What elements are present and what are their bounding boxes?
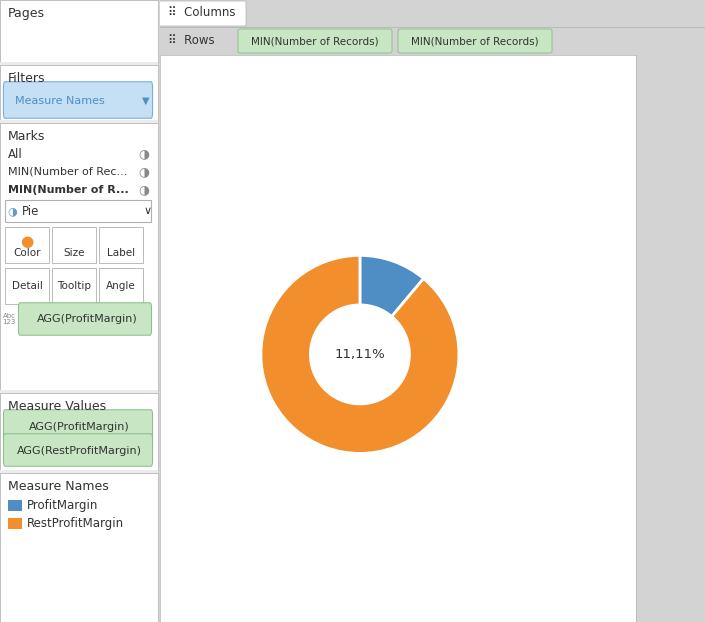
Bar xyxy=(52,227,96,263)
Text: ◑: ◑ xyxy=(139,165,149,179)
Text: AGG(RestProfitMargin): AGG(RestProfitMargin) xyxy=(16,446,142,456)
Text: Measure Names: Measure Names xyxy=(15,96,105,106)
Bar xyxy=(5,227,49,263)
Text: Measure Names: Measure Names xyxy=(8,480,109,493)
Text: Color: Color xyxy=(13,248,41,258)
Bar xyxy=(0,390,158,393)
Text: MIN(Number of Records): MIN(Number of Records) xyxy=(411,36,539,46)
Text: ●: ● xyxy=(20,233,34,249)
Text: Pie: Pie xyxy=(22,205,39,218)
FancyBboxPatch shape xyxy=(4,81,152,118)
Text: ⠿  Columns: ⠿ Columns xyxy=(168,6,235,19)
FancyBboxPatch shape xyxy=(398,29,552,53)
Text: ProfitMargin: ProfitMargin xyxy=(27,499,99,513)
Text: AGG(ProfitMargin): AGG(ProfitMargin) xyxy=(37,314,137,324)
Bar xyxy=(0,470,158,473)
Bar xyxy=(99,268,143,304)
Text: ∨: ∨ xyxy=(144,206,152,216)
Bar xyxy=(0,0,158,62)
Bar xyxy=(0,120,158,123)
Bar xyxy=(0,62,158,65)
Text: MIN(Number of Records): MIN(Number of Records) xyxy=(251,36,379,46)
Bar xyxy=(0,123,158,390)
Bar xyxy=(52,268,96,304)
Text: 11,11%: 11,11% xyxy=(335,348,386,361)
Bar xyxy=(8,518,22,529)
Text: Marks: Marks xyxy=(8,129,45,142)
Text: Measure Values: Measure Values xyxy=(8,399,106,412)
Bar xyxy=(99,227,143,263)
FancyBboxPatch shape xyxy=(18,303,152,335)
Text: Tooltip: Tooltip xyxy=(57,281,91,291)
FancyBboxPatch shape xyxy=(159,1,246,26)
Text: Pages: Pages xyxy=(8,7,45,21)
Text: Abc
123: Abc 123 xyxy=(2,312,16,325)
Bar xyxy=(0,473,158,622)
FancyBboxPatch shape xyxy=(4,410,152,442)
Text: ▼: ▼ xyxy=(142,96,149,106)
Text: ◑: ◑ xyxy=(139,183,149,197)
Text: AGG(ProfitMargin): AGG(ProfitMargin) xyxy=(29,422,130,432)
Text: All: All xyxy=(8,147,23,160)
Text: Label: Label xyxy=(107,248,135,258)
Text: ⠿  Rows: ⠿ Rows xyxy=(168,34,214,47)
Text: Angle: Angle xyxy=(106,281,136,291)
Text: RestProfitMargin: RestProfitMargin xyxy=(27,518,124,531)
Bar xyxy=(5,200,151,222)
FancyBboxPatch shape xyxy=(4,434,152,466)
Text: Detail: Detail xyxy=(11,281,42,291)
Bar xyxy=(0,65,158,120)
Text: ◑: ◑ xyxy=(139,147,149,160)
Text: Filters: Filters xyxy=(8,72,46,85)
Bar xyxy=(5,268,49,304)
Bar xyxy=(0,393,158,470)
Wedge shape xyxy=(261,256,459,453)
Wedge shape xyxy=(360,256,424,317)
FancyBboxPatch shape xyxy=(238,29,392,53)
Bar xyxy=(8,500,22,511)
Text: ◑: ◑ xyxy=(7,206,17,216)
Text: MIN(Number of R...: MIN(Number of R... xyxy=(8,185,129,195)
Text: MIN(Number of Rec...: MIN(Number of Rec... xyxy=(8,167,128,177)
Text: Size: Size xyxy=(63,248,85,258)
